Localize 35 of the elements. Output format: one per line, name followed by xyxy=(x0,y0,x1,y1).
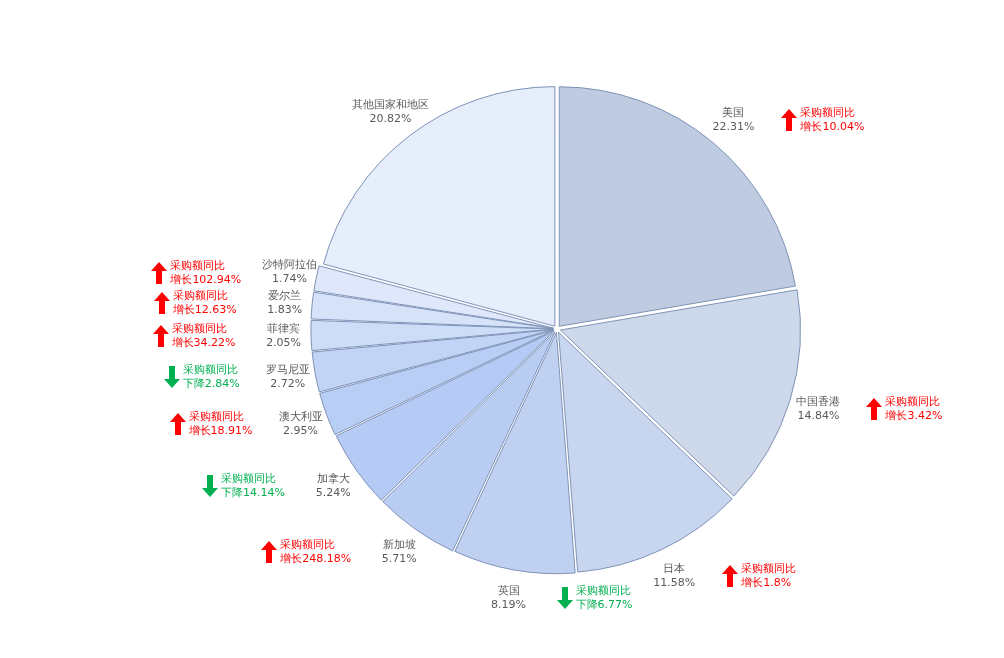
data-label: 5.71% xyxy=(381,552,417,566)
slice-label: 澳大利亚 xyxy=(278,409,323,423)
slice-label: 罗马尼亚 xyxy=(265,362,310,376)
slice-label: 沙特阿拉伯 xyxy=(261,258,317,272)
slice-label: 加拿大 xyxy=(316,471,350,485)
text: 采购额同比增长102.94% xyxy=(170,258,242,286)
text: 采购额同比增长3.42% xyxy=(885,395,943,423)
slice-label: 爱尔兰 xyxy=(268,288,302,302)
data-label: 2.95% xyxy=(283,423,318,437)
slice-label: 中国香港 xyxy=(796,395,841,409)
data-label: 8.19% xyxy=(491,598,527,612)
text: 采购额同比下降14.14% xyxy=(221,472,286,500)
slice-label: 英国 xyxy=(497,584,520,598)
text: 采购额同比下降2.84% xyxy=(182,362,240,390)
slice-label: 日本 xyxy=(663,561,686,575)
text: 采购额同比增长1.8% xyxy=(741,562,797,590)
slice-label: 菲律宾 xyxy=(267,322,301,336)
text: 采购额同比增长12.63% xyxy=(172,288,237,316)
data-label: 5.24% xyxy=(315,485,351,499)
text: 采购额同比增长18.91% xyxy=(188,409,253,437)
slice-label: 美国 xyxy=(722,105,745,119)
data-label: 2.05% xyxy=(266,336,302,350)
data-label: 2.72% xyxy=(270,376,306,390)
data-label: 1.74% xyxy=(271,272,307,286)
data-label: 14.84% xyxy=(797,409,840,423)
data-label: 11.58% xyxy=(653,575,696,589)
slice-label: 新加坡 xyxy=(382,538,416,552)
text: 采购额同比增长248.18% xyxy=(280,538,352,566)
text: 采购额同比下降6.77% xyxy=(575,584,633,612)
text: 采购额同比增长10.04% xyxy=(800,105,865,133)
slice-label: 其他国家和地区 xyxy=(352,97,430,111)
text: 采购额同比增长34.22% xyxy=(171,322,236,350)
data-label: 1.83% xyxy=(267,302,303,316)
data-label: 20.82% xyxy=(369,111,412,125)
data-label: 22.31% xyxy=(712,119,755,133)
